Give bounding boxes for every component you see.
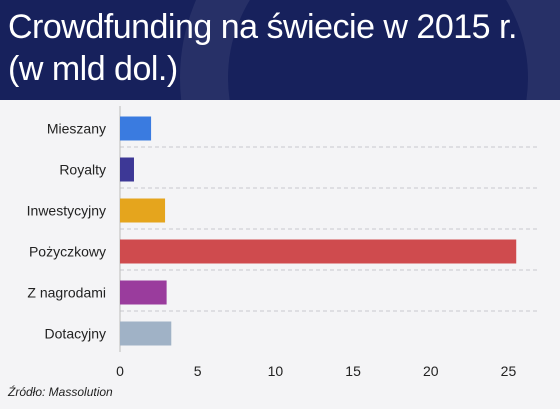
x-tick-label: 10 bbox=[268, 363, 284, 379]
bar-2 bbox=[120, 157, 134, 182]
bar-1 bbox=[120, 116, 152, 141]
category-label: Royalty bbox=[59, 162, 106, 178]
bar-6 bbox=[120, 321, 172, 346]
bar-4 bbox=[120, 239, 517, 264]
bar-5 bbox=[120, 280, 167, 305]
x-tick-label: 15 bbox=[345, 363, 361, 379]
bar-3 bbox=[120, 198, 166, 223]
chart-title: Crowdfunding na świecie w 2015 r. (w mld… bbox=[8, 8, 517, 88]
category-label: Mieszany bbox=[47, 121, 106, 137]
x-tick-label: 5 bbox=[194, 363, 202, 379]
category-label: Pożyczkowy bbox=[29, 244, 106, 260]
category-label: Inwestycyjny bbox=[27, 203, 106, 219]
x-tick-label: 20 bbox=[423, 363, 439, 379]
bar-chart: Mieszany Royalty Inwestycyjny Pożyczkowy Z n… bbox=[27, 106, 540, 379]
chart-header: Crowdfunding na świecie w 2015 r. (w mld… bbox=[0, 0, 560, 100]
category-label: Dotacyjny bbox=[45, 326, 106, 342]
x-tick-label: 0 bbox=[116, 363, 124, 379]
x-tick-label: 25 bbox=[501, 363, 517, 379]
category-label: Z nagrodami bbox=[27, 285, 106, 301]
source-note: Źródło: Massolution bbox=[8, 385, 113, 399]
